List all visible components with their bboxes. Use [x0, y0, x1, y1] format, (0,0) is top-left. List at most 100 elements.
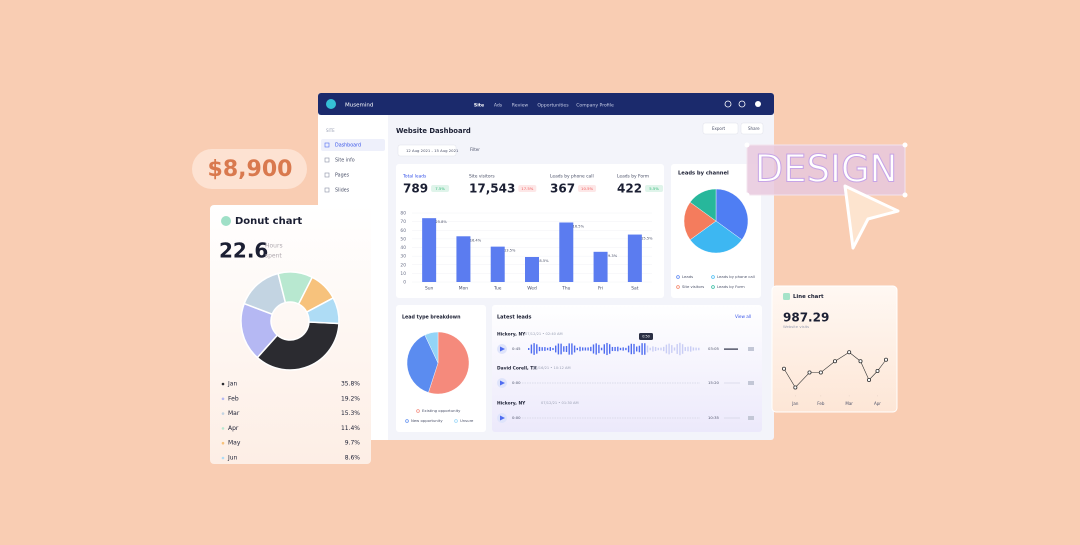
handle	[902, 192, 908, 198]
legend-value: 9.7%	[345, 440, 361, 447]
legend-dot	[676, 285, 680, 289]
date-range: 12 Aug 2021 - 15 Aug 2021	[406, 148, 459, 153]
time-start: 0:00	[512, 415, 521, 420]
point	[858, 359, 863, 364]
card-sublabel: Website visits	[783, 324, 809, 329]
stat-label: Leads by Form	[617, 174, 649, 180]
point	[793, 385, 798, 390]
waveform-bar	[573, 345, 576, 353]
waveform-bar	[679, 342, 681, 356]
waveform-bar	[698, 347, 700, 351]
stat-label: Leads by phone call	[550, 174, 594, 180]
view-all: View all	[735, 314, 751, 319]
legend-label: Leads	[682, 274, 693, 279]
waveform-bar	[660, 347, 662, 351]
waveform-bar	[536, 344, 538, 354]
sidebar-active	[321, 139, 385, 151]
legend-dot	[454, 419, 458, 423]
bar	[627, 234, 642, 282]
time-end: 03:05	[708, 346, 720, 351]
legend-dot	[221, 382, 225, 386]
unit-sublabel: spent	[265, 253, 282, 260]
point	[847, 350, 852, 355]
stat-change: 7.5%	[435, 186, 445, 191]
sidebar-icon	[324, 172, 330, 178]
x-tick-label: Fri	[598, 286, 603, 292]
waveform-bar	[549, 347, 551, 351]
lead-name: Hickory, NY	[497, 401, 526, 407]
donut-card	[210, 205, 371, 464]
bar-annotation: 16.4%	[470, 238, 482, 242]
bar	[422, 218, 437, 282]
price-text: $8,900	[208, 157, 293, 182]
notification-icon[interactable]	[755, 101, 761, 107]
point	[875, 368, 880, 373]
waveform-bar	[622, 347, 624, 351]
waveform-bar	[671, 345, 673, 353]
sidebar-section: SITE	[326, 128, 335, 133]
waveform-bar	[538, 346, 541, 352]
y-tick-label: 50	[400, 236, 406, 242]
card-value: 22.6	[219, 239, 268, 263]
waveform-bar	[695, 347, 697, 351]
waveform-bar	[606, 342, 608, 356]
bar-annotation: 16.5%	[573, 224, 585, 228]
line	[783, 351, 887, 388]
waveform-bar	[690, 346, 692, 352]
date-picker[interactable]	[397, 144, 457, 157]
waveform-bar	[630, 343, 632, 355]
export-button[interactable]	[702, 122, 739, 135]
design-badge	[746, 144, 906, 196]
stat-change-pill	[578, 185, 597, 192]
sidebar-icon	[324, 187, 330, 193]
waveform-bar	[625, 347, 627, 351]
stat-label: Total leads	[402, 174, 427, 180]
design-text: DESIGN	[755, 148, 898, 191]
waveform-bar	[568, 343, 570, 355]
search-icon[interactable]	[724, 100, 732, 108]
lead-date: 07/12/21 • 01:30 AM	[541, 401, 579, 405]
share-button[interactable]	[740, 122, 764, 135]
waveform-bar	[636, 346, 638, 352]
waveform-bar	[530, 344, 533, 354]
bar	[456, 236, 471, 282]
y-tick-label: 10	[400, 271, 406, 277]
stat-value: 422	[617, 182, 642, 196]
sidebar-item: Slides	[335, 188, 350, 194]
nav-item: Company Profile	[576, 103, 614, 109]
bar-annotation: 8.5%	[539, 259, 549, 263]
legend-value: 15.3%	[341, 410, 360, 417]
y-tick-label: 20	[400, 262, 406, 268]
waveform-bar	[641, 343, 643, 355]
slice	[406, 334, 439, 393]
nav-item: Opportunities	[537, 103, 569, 109]
legend-dot	[405, 419, 409, 423]
card-title: Leads by channel	[678, 171, 729, 177]
waveform-bar	[600, 347, 603, 351]
x-tick-label: Sat	[631, 286, 638, 292]
legend-dot	[221, 441, 225, 445]
bar	[525, 256, 539, 282]
y-tick-label: 40	[400, 245, 406, 251]
card-title: Line chart	[793, 294, 824, 300]
lead-name: David Corell, TX	[497, 366, 537, 372]
x-tick-label: Apr	[874, 401, 881, 406]
point	[884, 357, 889, 362]
legend-label: Mar	[228, 410, 240, 417]
point	[807, 370, 812, 375]
help-icon[interactable]	[738, 100, 746, 108]
volume-bar	[724, 348, 738, 350]
line-card	[771, 285, 898, 413]
waveform-bar	[633, 343, 635, 355]
waveform-bar	[617, 346, 619, 352]
x-tick-label: Sun	[425, 286, 434, 292]
waveform-bar	[571, 343, 573, 355]
slice	[715, 188, 749, 241]
stat-change-pill	[645, 185, 664, 192]
x-tick-label: Tue	[493, 286, 502, 292]
legend-value: 8.6%	[345, 455, 361, 462]
play-icon	[500, 380, 505, 386]
time-start: 0:45	[512, 346, 521, 351]
lead-date: 07/12/21 • 02:40 AM	[525, 332, 563, 336]
